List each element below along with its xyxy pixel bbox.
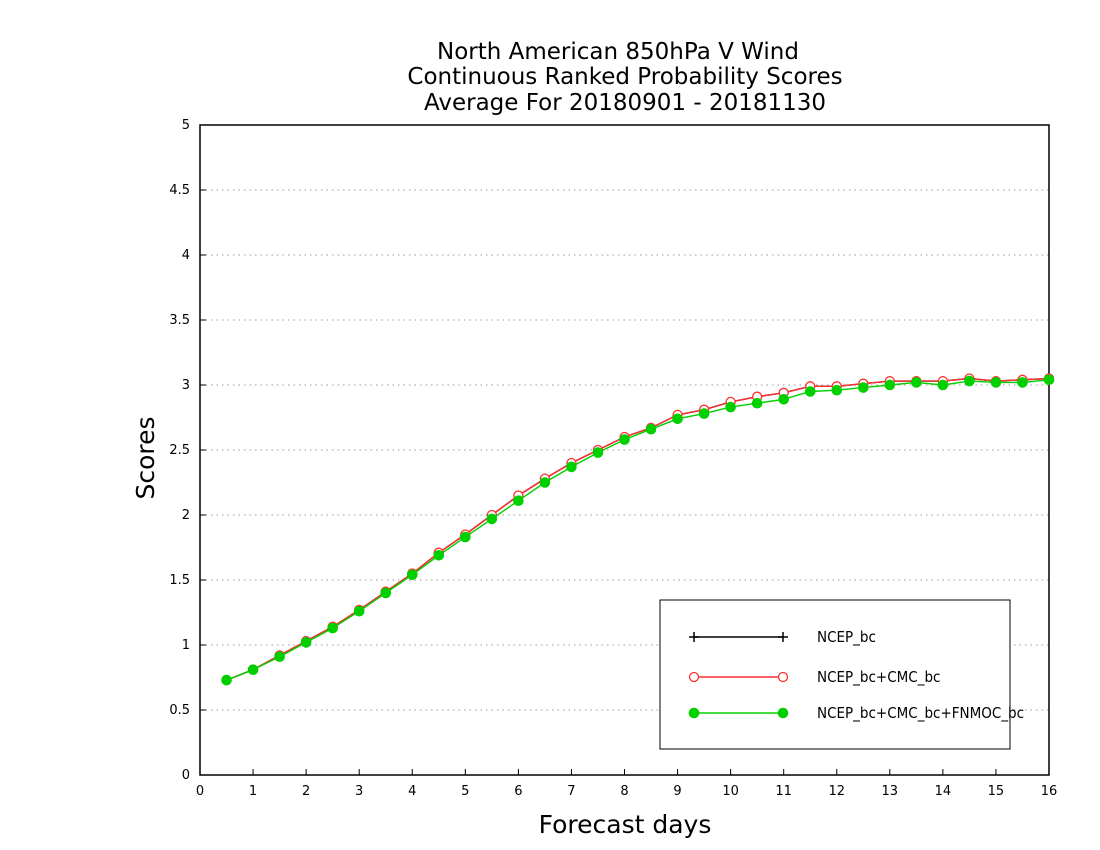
data-point (804, 386, 816, 397)
legend-marker (778, 632, 788, 642)
y-tick-label: 3 (182, 378, 190, 393)
legend: NCEP_bc NCEP_bc+CMC_bc NCEP_bc+CMC_bc+FNMO… (659, 599, 1024, 750)
y-axis-title: Scores (131, 416, 160, 499)
x-tick-label: 11 (775, 784, 792, 799)
legend-box (659, 599, 1011, 750)
legend-marker (689, 632, 699, 642)
y-tick-label: 5 (182, 118, 190, 133)
data-point (831, 384, 843, 396)
x-tick-label: 2 (302, 784, 310, 799)
x-tick-label: 13 (882, 784, 899, 799)
data-point (539, 477, 551, 488)
data-point (751, 397, 763, 409)
data-point (406, 569, 418, 581)
data-point (327, 622, 338, 634)
title-line-1: North American 850hPa V Wind (437, 39, 799, 65)
chart-title: North American 850hPa V Wind Continuous … (407, 39, 842, 116)
data-point (672, 413, 683, 425)
data-point (911, 377, 922, 388)
data-point (433, 550, 445, 561)
data-point (380, 587, 392, 599)
y-tick-label: 4 (182, 248, 190, 263)
x-tick-label: 5 (461, 784, 469, 799)
y-tick-label: 1.5 (169, 573, 190, 588)
data-point (1043, 374, 1055, 386)
x-tick-label: 14 (935, 784, 952, 799)
data-point (221, 674, 232, 686)
legend-marker (777, 707, 789, 719)
series-2 (221, 374, 1055, 686)
data-point (274, 651, 285, 663)
data-point (353, 605, 365, 617)
data-point (300, 637, 312, 648)
legend-entries: NCEP_bc NCEP_bc+CMC_bc NCEP_bc+CMC_bc+FNMO… (688, 628, 1024, 723)
y-tick-label: 2.5 (169, 443, 190, 458)
data-point (857, 382, 869, 393)
title-line-2: Continuous Ranked Probability Scores (407, 64, 842, 90)
data-point (778, 394, 789, 405)
x-tick-label: 9 (673, 784, 681, 799)
data-point (645, 423, 657, 435)
legend-label: NCEP_bc+CMC_bc+FNMOC_bc (817, 704, 1024, 723)
legend-marker (688, 671, 700, 683)
x-tick-label: 0 (196, 784, 204, 799)
data-point (1017, 377, 1028, 388)
y-tick-label: 1 (182, 638, 190, 653)
data-point (990, 377, 1002, 388)
series-layer (221, 373, 1055, 686)
title-line-3: Average For 20180901 - 20181130 (424, 90, 826, 116)
x-tick-label: 3 (355, 784, 363, 799)
gridlines (200, 189, 1049, 711)
y-tick-label: 0.5 (169, 703, 190, 718)
data-point (592, 447, 604, 458)
y-tick-label: 4.5 (169, 183, 190, 198)
x-axis: 0 1 2 3 4 5 6 7 8 9 10 11 12 13 14 15 16 (196, 769, 1057, 799)
x-tick-label: 7 (567, 784, 575, 799)
data-point (513, 495, 524, 507)
x-tick-label: 10 (722, 784, 739, 799)
data-point (486, 513, 498, 525)
legend-entry: NCEP_bc+CMC_bc (688, 668, 940, 687)
y-tick-label: 2 (182, 508, 190, 523)
data-point (566, 461, 577, 473)
legend-marker (688, 707, 700, 719)
legend-label: NCEP_bc (817, 628, 876, 647)
x-tick-label: 1 (249, 784, 257, 799)
legend-marker (777, 671, 789, 683)
data-point (698, 408, 710, 419)
legend-entry: NCEP_bc+CMC_bc+FNMOC_bc (688, 704, 1024, 723)
data-point (725, 401, 736, 413)
x-tick-label: 8 (620, 784, 628, 799)
data-point (247, 664, 259, 676)
x-tick-label: 16 (1041, 784, 1058, 799)
data-point (964, 375, 975, 387)
data-point (460, 531, 471, 543)
x-tick-label: 6 (514, 784, 522, 799)
data-point (619, 434, 630, 445)
data-point (937, 379, 949, 391)
x-tick-label: 12 (828, 784, 845, 799)
x-tick-label: 15 (988, 784, 1005, 799)
y-tick-label: 3.5 (169, 313, 190, 328)
legend-label: NCEP_bc+CMC_bc (817, 668, 940, 687)
x-axis-title: Forecast days (539, 810, 712, 839)
x-tick-label: 4 (408, 784, 416, 799)
data-point (884, 379, 896, 391)
legend-entry: NCEP_bc (689, 628, 876, 647)
y-tick-label: 0 (182, 768, 190, 783)
y-axis: 0 0.5 1 1.5 2 2.5 3 3.5 4 4.5 5 (169, 118, 206, 783)
